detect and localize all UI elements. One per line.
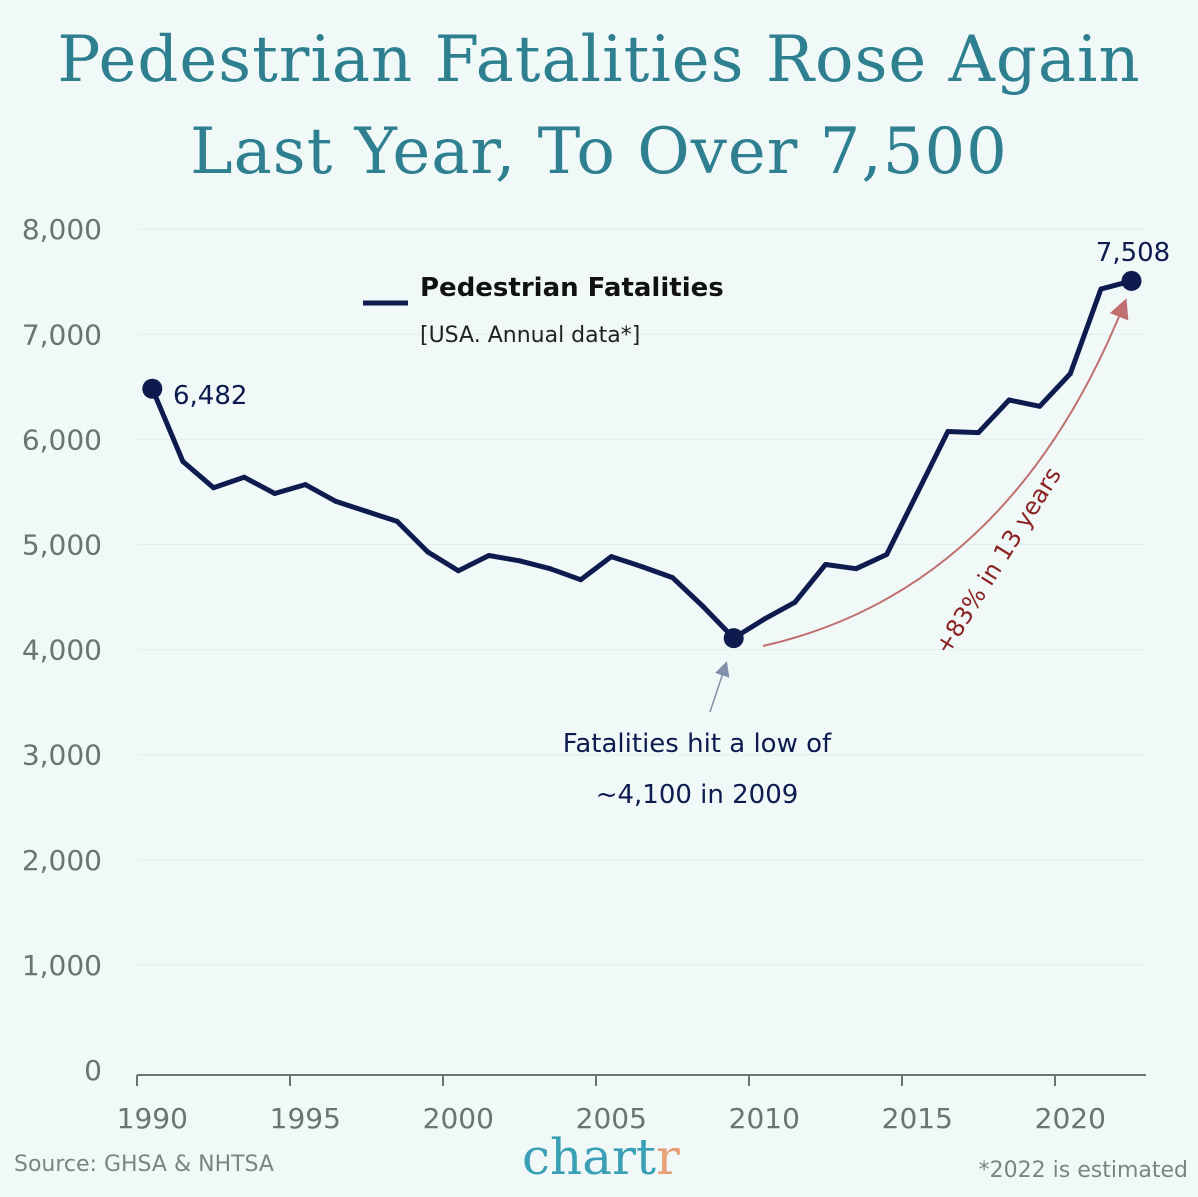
data-point	[884, 551, 890, 557]
data-point	[639, 564, 645, 570]
x-tick-label: 1995	[270, 1102, 341, 1135]
data-point	[976, 430, 981, 436]
logo-main: chart	[522, 1128, 657, 1186]
data-point	[670, 575, 675, 581]
x-tick-label: 2010	[729, 1102, 800, 1135]
y-tick-label: 7,000	[22, 318, 102, 351]
data-point	[547, 566, 553, 572]
x-tick-label: 1990	[117, 1102, 188, 1135]
y-tick-label: 6,000	[22, 423, 102, 456]
data-point	[1067, 371, 1073, 377]
data-point	[333, 498, 339, 504]
data-point	[608, 554, 614, 560]
data-point	[486, 553, 492, 559]
start-value-label: 6,482	[173, 381, 247, 411]
data-point	[364, 508, 369, 514]
data-point	[853, 566, 859, 572]
legend-label: Pedestrian Fatalities	[420, 273, 724, 303]
y-tick-label: 8,000	[22, 213, 102, 246]
logo-accent: r	[656, 1128, 680, 1186]
highlight-dot	[723, 628, 744, 649]
data-point	[1006, 397, 1012, 403]
data-point	[823, 561, 828, 567]
low-annotation-line-2: ~4,100 in 2009	[596, 780, 799, 810]
data-point	[578, 577, 584, 583]
chart-title: Pedestrian Fatalities Rose Again Last Ye…	[0, 14, 1198, 198]
y-tick-label: 1,000	[22, 949, 102, 982]
y-tick-label: 5,000	[22, 529, 102, 562]
data-point	[914, 490, 920, 496]
y-tick-label: 2,000	[22, 844, 102, 877]
data-point	[394, 518, 400, 524]
x-tick-label: 2005	[576, 1102, 647, 1135]
x-tick-label: 2015	[882, 1102, 953, 1135]
y-tick-label: 3,000	[22, 739, 102, 772]
y-tick-label: 4,000	[22, 634, 102, 667]
data-point	[945, 429, 951, 435]
data-point	[1037, 403, 1043, 409]
source-text: Source: GHSA & NHTSA	[14, 1152, 274, 1177]
data-point	[792, 599, 798, 605]
data-point	[1098, 286, 1104, 292]
growth-annotation: +83% in 13 years	[929, 462, 1067, 659]
data-point	[425, 549, 431, 555]
growth-arrow	[762, 298, 1129, 647]
footnote: *2022 is estimated	[978, 1158, 1188, 1183]
data-point	[180, 458, 186, 464]
data-point	[241, 474, 247, 480]
chartr-logo: chartr	[522, 1128, 680, 1186]
data-point	[302, 482, 308, 488]
legend-subtitle: [USA. Annual data*]	[420, 323, 640, 348]
data-point	[761, 616, 767, 622]
data-point	[700, 604, 706, 610]
x-tick-label: 2020	[1035, 1102, 1106, 1135]
highlight-dot	[1121, 270, 1142, 291]
y-tick-label: 0	[84, 1054, 102, 1087]
data-point	[272, 491, 278, 497]
low-annotation-line-1: Fatalities hit a low of	[563, 729, 832, 759]
highlight-dot	[142, 378, 163, 399]
end-value-label: 7,508	[1096, 238, 1170, 268]
title-line-1: Pedestrian Fatalities Rose Again	[57, 23, 1141, 97]
data-point	[211, 485, 216, 491]
data-point	[455, 568, 461, 574]
low-arrow	[709, 661, 730, 713]
data-point	[517, 558, 522, 564]
title-line-2: Last Year, To Over 7,500	[190, 115, 1008, 189]
x-tick-label: 2000	[423, 1102, 494, 1135]
